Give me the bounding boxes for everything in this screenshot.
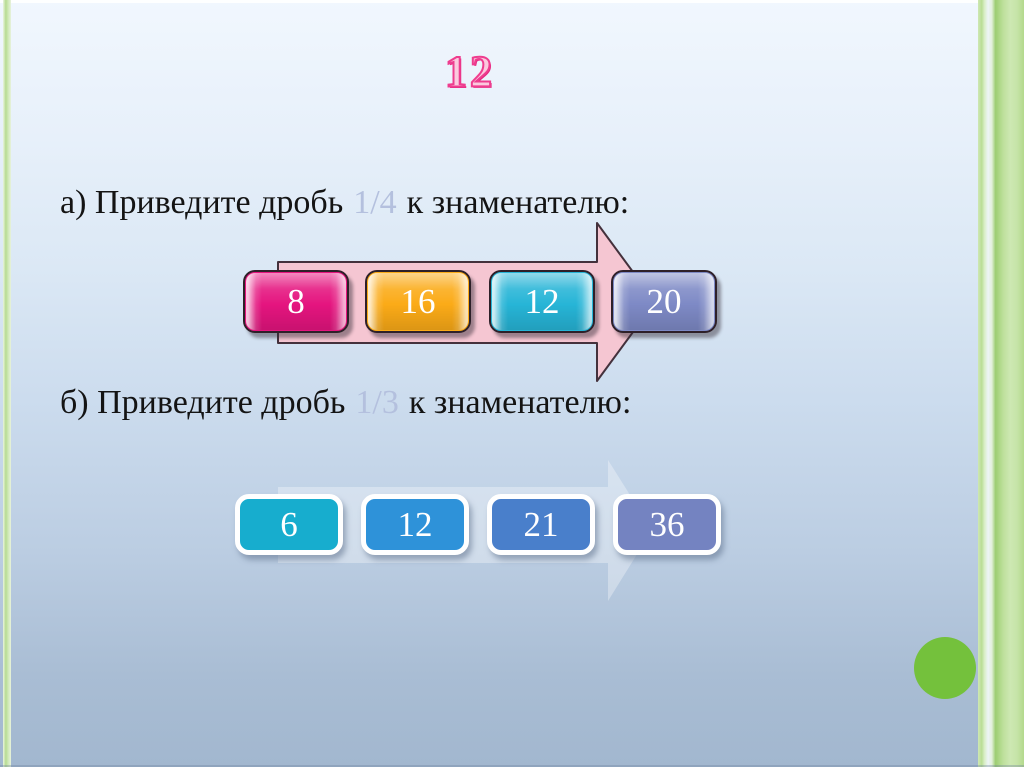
bottom-edge-line [0, 765, 1024, 767]
question-a-suffix: к знаменателю: [406, 184, 630, 221]
answer-value: 16 [400, 282, 436, 321]
answer-value: 21 [523, 505, 559, 544]
question-a-fraction: 1/4 [353, 184, 397, 221]
slide-title: 12 [444, 46, 495, 97]
answer-option-20[interactable]: 20 [611, 270, 717, 333]
answer-option-21[interactable]: 21 [487, 494, 595, 555]
answer-value: 20 [646, 282, 682, 321]
answer-option-8[interactable]: 8 [243, 270, 349, 333]
answer-value: 36 [649, 505, 685, 544]
green-circle-shape [914, 637, 976, 699]
answer-option-12a[interactable]: 12 [489, 270, 595, 333]
right-green-band [978, 0, 1024, 767]
answer-option-16[interactable]: 16 [365, 270, 471, 333]
answer-value: 12 [524, 282, 560, 321]
question-b-suffix: к знаменателю: [408, 384, 632, 421]
question-b-fraction: 1/3 [355, 384, 399, 421]
question-b: б) Приведите дробь 1/3 к знаменателю: [60, 384, 631, 422]
answer-option-36[interactable]: 36 [613, 494, 721, 555]
answer-value: 12 [397, 505, 433, 544]
answer-option-12b[interactable]: 12 [361, 494, 469, 555]
question-a-prefix: а) Приведите дробь [60, 184, 344, 221]
left-green-stripe [3, 0, 11, 767]
question-a: а) Приведите дробь 1/4 к знаменателю: [60, 184, 629, 222]
top-edge-line [0, 0, 1024, 3]
answer-value: 6 [280, 505, 298, 544]
question-b-prefix: б) Приведите дробь [60, 384, 346, 421]
answer-option-6[interactable]: 6 [235, 494, 343, 555]
answer-value: 8 [287, 282, 305, 321]
